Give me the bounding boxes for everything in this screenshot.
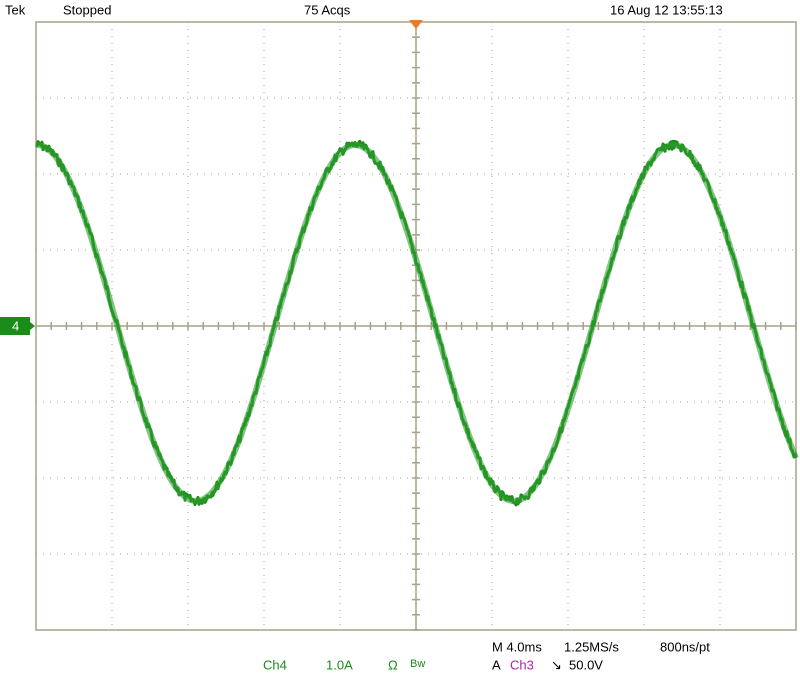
brand: Tek — [5, 2, 26, 17]
trigger-mode: A — [492, 657, 501, 672]
sample-rate: 1.25MS/s — [564, 639, 619, 654]
channel-marker: 4 — [12, 318, 19, 333]
trigger-position-marker — [409, 20, 423, 29]
graticule — [35, 21, 797, 631]
status: Stopped — [63, 2, 111, 17]
channel-marker-arrow — [30, 322, 35, 330]
trigger-slope: ↘ — [551, 657, 562, 672]
trigger-source: Ch3 — [510, 657, 534, 672]
timebase: M 4.0ms — [492, 639, 542, 654]
resolution: 800ns/pt — [660, 639, 710, 654]
acquisitions: 75 Acqs — [304, 2, 351, 17]
channel-marker-box — [0, 317, 30, 335]
waveform-envelope — [36, 142, 799, 504]
trigger-level: 50.0V — [569, 657, 603, 672]
scale: 1.0A — [326, 657, 353, 672]
coupling: Ω — [388, 657, 398, 672]
bandwidth: Bw — [410, 658, 425, 670]
channel: Ch4 — [263, 657, 287, 672]
timestamp: 16 Aug 12 13:55:13 — [610, 2, 723, 17]
